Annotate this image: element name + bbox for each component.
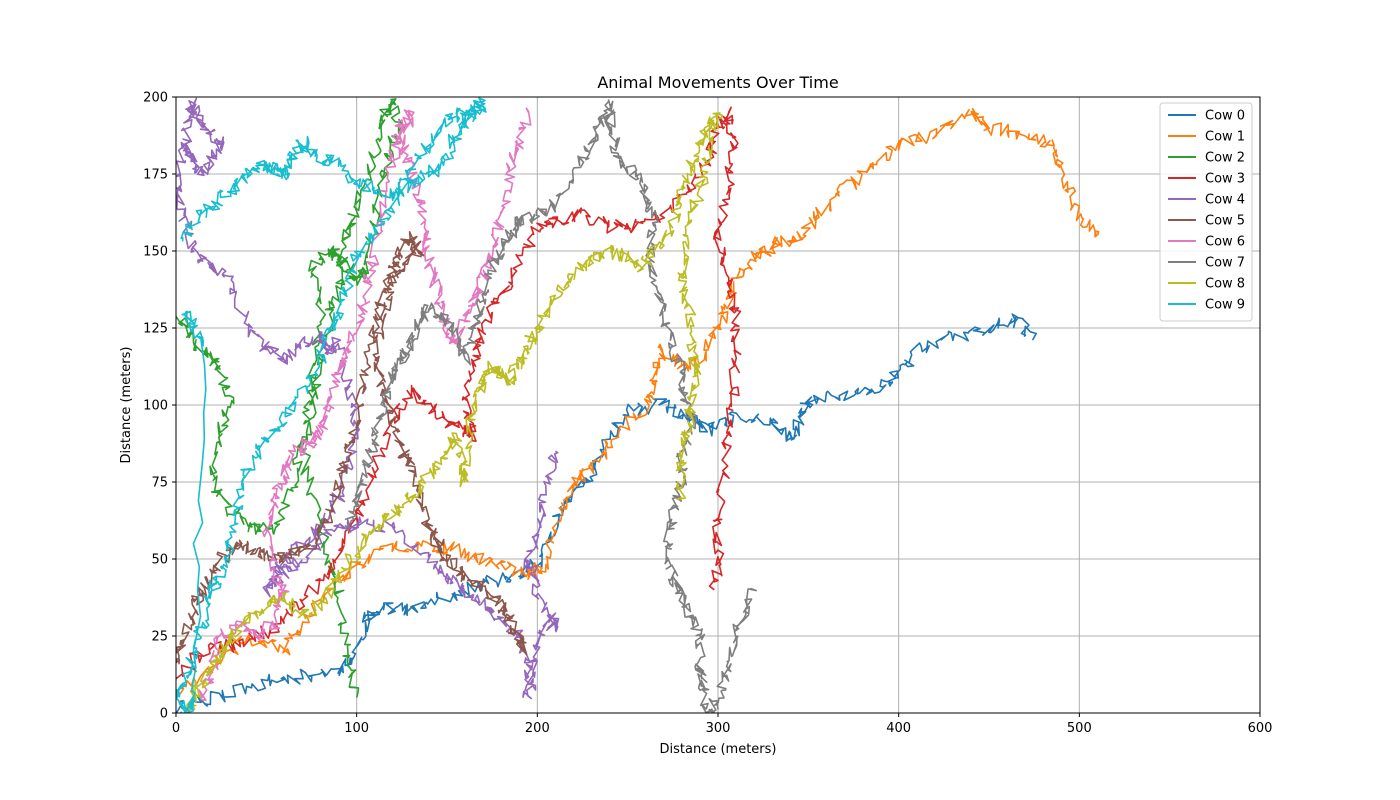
legend-label: Cow 0 <box>1205 109 1245 124</box>
series-line-cow-7 <box>344 99 757 713</box>
series-line-cow-8 <box>182 112 724 712</box>
y-tick-label: 150 <box>143 245 168 260</box>
legend-label: Cow 3 <box>1205 172 1245 187</box>
legend-label: Cow 2 <box>1205 151 1245 166</box>
chart-title: Animal Movements Over Time <box>597 73 838 92</box>
x-tick-label: 600 <box>1248 721 1273 736</box>
legend-label: Cow 8 <box>1205 277 1245 292</box>
y-tick-label: 75 <box>151 476 168 491</box>
legend-label: Cow 6 <box>1205 235 1245 250</box>
legend: Cow 0 Cow 1 Cow 2 Cow 3 Cow 4 Cow 5 Cow 6 Cow 7… <box>1159 102 1253 322</box>
legend-label: Cow 7 <box>1205 256 1245 271</box>
series-line-cow-4 <box>176 97 560 700</box>
y-axis-label: Distance (meters) <box>119 347 134 464</box>
y-tick-label: 25 <box>151 630 168 645</box>
x-tick-label: 200 <box>525 721 550 736</box>
y-tick-label: 50 <box>151 553 168 568</box>
series-line-cow-5 <box>176 231 528 665</box>
y-tick-label: 125 <box>143 322 168 337</box>
x-tick-label: 400 <box>886 721 911 736</box>
series-line-cow-9 <box>176 97 487 713</box>
series-line-cow-6 <box>198 107 532 702</box>
y-tick-label: 0 <box>160 707 168 722</box>
y-tick-label: 100 <box>143 399 168 414</box>
y-tick-label: 175 <box>143 168 168 183</box>
series-line-cow-1 <box>176 107 1100 699</box>
series-layer <box>176 97 1100 713</box>
legend-label: Cow 4 <box>1205 193 1245 208</box>
x-tick-label: 0 <box>172 721 180 736</box>
legend-label: Cow 9 <box>1205 298 1245 313</box>
x-tick-label: 100 <box>344 721 369 736</box>
legend-label: Cow 5 <box>1205 214 1245 229</box>
ticks: 0 100 200 300 400 500 600 0 25 50 75 100 125 150 175 20… <box>143 91 1272 737</box>
x-tick-label: 300 <box>706 721 731 736</box>
y-tick-label: 200 <box>143 91 168 106</box>
legend-label: Cow 1 <box>1205 130 1245 145</box>
x-axis-label: Distance (meters) <box>660 742 777 757</box>
x-tick-label: 500 <box>1067 721 1092 736</box>
series-line-cow-0 <box>176 313 1037 713</box>
